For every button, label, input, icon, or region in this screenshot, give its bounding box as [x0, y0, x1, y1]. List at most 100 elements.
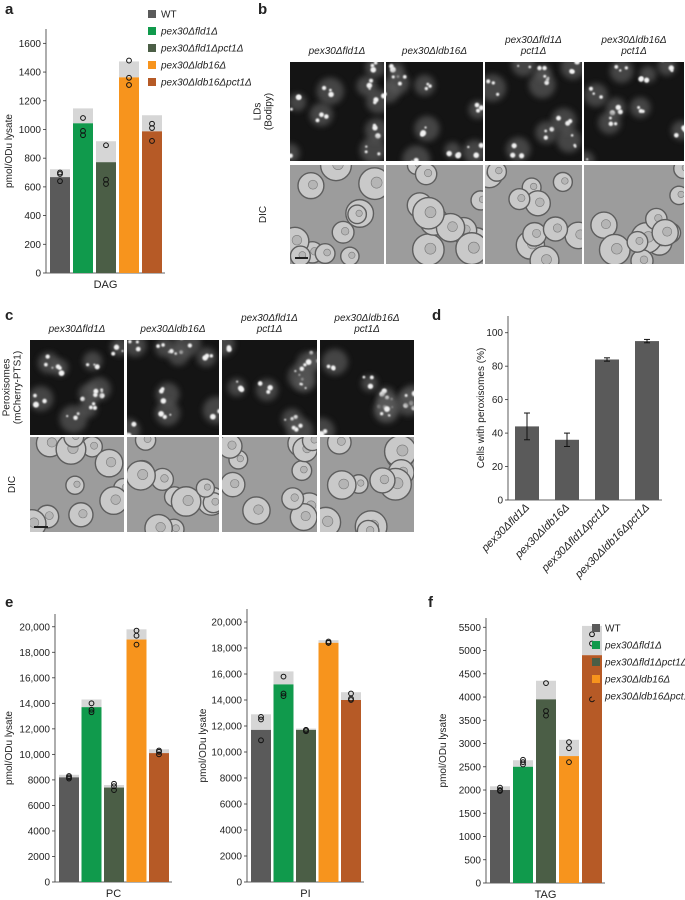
cell-glow	[485, 74, 507, 102]
legend-label: pex30Δldb16Δ	[160, 61, 226, 72]
spot	[410, 160, 414, 161]
data-point	[156, 751, 162, 758]
y-tick-label: 16,000	[211, 670, 242, 681]
column-label: pex30Δldb16Δ	[600, 35, 666, 46]
spot	[290, 155, 291, 158]
panel-label: e	[5, 594, 13, 611]
spot	[373, 97, 379, 103]
spot	[476, 108, 481, 113]
image-content	[485, 62, 582, 161]
error-range	[559, 739, 579, 757]
y-tick-label: 0	[35, 269, 41, 280]
spot	[158, 411, 164, 417]
spot	[66, 415, 69, 418]
legend-label: pex30Δldb16Δ	[604, 675, 670, 686]
bar	[318, 642, 339, 882]
fluorescence-image	[30, 340, 124, 435]
spot	[457, 152, 461, 156]
data-point	[348, 697, 354, 703]
spot	[418, 390, 421, 393]
spot	[542, 65, 547, 71]
spot	[624, 66, 628, 70]
data-point	[111, 787, 117, 794]
dic-image	[290, 165, 384, 264]
vacuole	[332, 165, 344, 170]
y-tick-label: 2000	[459, 786, 482, 797]
data-point	[126, 82, 132, 88]
vacuole	[396, 444, 409, 457]
spot	[609, 116, 612, 120]
spot	[328, 91, 334, 98]
spot	[614, 65, 619, 69]
spot	[44, 362, 48, 367]
column-label: pct1Δ	[620, 46, 647, 57]
spot	[528, 65, 532, 69]
spot	[682, 127, 684, 133]
vacuole	[495, 166, 503, 175]
legend-swatch	[592, 641, 600, 649]
vacuole	[182, 495, 194, 506]
image-content	[320, 437, 414, 532]
data-point	[258, 737, 264, 744]
data-point	[325, 639, 332, 646]
spot	[565, 120, 571, 126]
bar	[536, 699, 556, 883]
y-tick-label: 14,000	[211, 696, 242, 707]
y-axis-label: pmol/ODu lysate	[438, 713, 449, 787]
spot	[369, 78, 374, 83]
spot	[223, 336, 226, 339]
spot	[511, 143, 517, 149]
spot	[388, 414, 391, 417]
y-tick-label: 5500	[459, 623, 482, 634]
vacuole	[639, 255, 649, 264]
data-point	[497, 788, 503, 794]
y-tick-label: 20,000	[19, 622, 50, 633]
spot	[320, 431, 325, 435]
bar	[119, 77, 139, 273]
spot	[473, 152, 480, 159]
vacuole	[530, 182, 538, 191]
spot	[319, 112, 324, 118]
image-content	[222, 336, 317, 435]
legend-swatch	[148, 61, 156, 69]
row-label: DIC	[7, 476, 18, 493]
cell-glow	[468, 100, 483, 119]
error-range	[513, 760, 533, 767]
spot	[326, 364, 331, 369]
column-label: pex30Δldb16Δ	[139, 324, 205, 335]
spot	[93, 363, 96, 366]
column-label: pex30Δfld1Δ	[240, 313, 298, 324]
image-content	[127, 340, 219, 435]
y-tick-label: 800	[24, 154, 41, 165]
y-tick-label: 2000	[220, 852, 243, 863]
vacuole	[300, 511, 311, 522]
y-tick-label: 1600	[19, 39, 42, 50]
data-point	[111, 783, 117, 790]
cell-glow	[359, 136, 384, 161]
spot	[428, 84, 432, 88]
cell-glow	[584, 83, 608, 107]
spot	[298, 423, 303, 428]
bar	[582, 655, 602, 883]
vacuole	[366, 526, 375, 532]
cell-glow	[535, 121, 558, 144]
data-point	[280, 673, 287, 680]
spot	[135, 340, 139, 344]
column-label: pct1Δ	[520, 46, 547, 57]
bar	[296, 729, 316, 882]
vacuole	[561, 177, 569, 185]
dic-image	[222, 437, 317, 532]
spot	[637, 106, 641, 109]
bar	[635, 341, 659, 500]
error-range	[273, 671, 294, 685]
spot	[574, 145, 577, 148]
y-tick-label: 1500	[459, 809, 482, 820]
spot	[362, 375, 366, 379]
spot	[321, 85, 327, 91]
vacuole	[160, 474, 169, 483]
cell-glow	[551, 108, 577, 134]
legend-swatch	[592, 658, 600, 666]
data-point	[88, 709, 95, 716]
spot	[402, 75, 407, 79]
spot	[574, 62, 580, 65]
